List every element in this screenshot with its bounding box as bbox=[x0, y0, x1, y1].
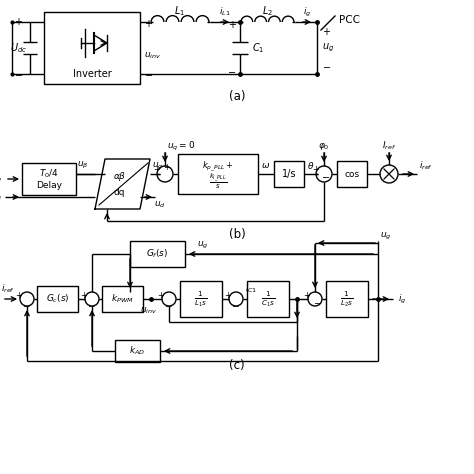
Text: (b): (b) bbox=[228, 228, 246, 240]
Bar bbox=[102, 286, 143, 312]
Text: +: + bbox=[224, 291, 231, 300]
Text: +: + bbox=[153, 164, 160, 173]
Text: $u_g$: $u_g$ bbox=[322, 42, 334, 54]
Text: dq: dq bbox=[114, 188, 125, 197]
Text: +: + bbox=[164, 163, 171, 172]
Text: $u_g$: $u_g$ bbox=[197, 239, 209, 251]
Text: $\frac{1}{C_1 s}$: $\frac{1}{C_1 s}$ bbox=[261, 289, 275, 309]
Text: $-$: $-$ bbox=[313, 298, 321, 307]
Text: $\frac{k_{i\_PLL}}{s}$: $\frac{k_{i\_PLL}}{s}$ bbox=[209, 171, 227, 191]
Text: $u_g$: $u_g$ bbox=[380, 230, 392, 242]
Text: $G_c(s)$: $G_c(s)$ bbox=[46, 293, 69, 305]
Text: +: + bbox=[144, 19, 152, 29]
Text: $-$: $-$ bbox=[144, 69, 153, 79]
Text: +: + bbox=[312, 164, 319, 173]
Text: Delay: Delay bbox=[36, 181, 62, 190]
Bar bbox=[337, 161, 367, 187]
Text: $u_{inv}$: $u_{inv}$ bbox=[144, 51, 161, 61]
Text: $u_q$: $u_q$ bbox=[152, 161, 164, 172]
Text: $i_{ref}$: $i_{ref}$ bbox=[419, 160, 433, 172]
Text: $i_g$: $i_g$ bbox=[398, 292, 406, 306]
Text: $U_{dc}$: $U_{dc}$ bbox=[10, 41, 27, 55]
Bar bbox=[274, 161, 304, 187]
Text: $u_\beta$: $u_\beta$ bbox=[77, 159, 89, 171]
Text: $-$: $-$ bbox=[231, 301, 239, 310]
Text: $k_{p\_PLL}+$: $k_{p\_PLL}+$ bbox=[202, 160, 234, 174]
Text: +: + bbox=[228, 20, 236, 30]
Text: $\frac{1}{L_2 s}$: $\frac{1}{L_2 s}$ bbox=[340, 289, 354, 309]
Text: $\alpha\beta$: $\alpha\beta$ bbox=[113, 170, 126, 182]
Text: $C_1$: $C_1$ bbox=[252, 41, 264, 55]
Text: $-$: $-$ bbox=[322, 61, 331, 71]
Text: $L_1$: $L_1$ bbox=[174, 4, 185, 18]
Text: $u_g$: $u_g$ bbox=[0, 173, 3, 184]
Text: Inverter: Inverter bbox=[73, 69, 111, 79]
Bar bbox=[180, 281, 222, 317]
Text: $\frac{1}{L_1 s}$: $\frac{1}{L_1 s}$ bbox=[194, 289, 208, 309]
Text: +: + bbox=[14, 17, 22, 27]
Bar bbox=[178, 154, 258, 194]
Text: $-$: $-$ bbox=[164, 301, 173, 310]
Text: $G_f(s)$: $G_f(s)$ bbox=[146, 248, 169, 260]
Text: PCC: PCC bbox=[339, 15, 360, 25]
Text: +: + bbox=[303, 291, 310, 300]
Text: $\theta$: $\theta$ bbox=[307, 159, 315, 171]
Text: (c): (c) bbox=[229, 359, 245, 373]
Text: $-$: $-$ bbox=[321, 171, 330, 181]
Text: $I_{ref}$: $I_{ref}$ bbox=[382, 140, 396, 152]
Text: $i_g$: $i_g$ bbox=[303, 5, 311, 18]
Text: $\omega$: $\omega$ bbox=[262, 161, 271, 170]
Text: $\varphi_0$: $\varphi_0$ bbox=[318, 140, 330, 152]
Bar bbox=[37, 286, 78, 312]
Text: +: + bbox=[15, 291, 22, 300]
Text: cos: cos bbox=[345, 170, 360, 179]
Bar bbox=[115, 340, 160, 362]
Text: $u_{inv}$: $u_{inv}$ bbox=[140, 306, 158, 316]
Bar bbox=[247, 281, 289, 317]
Text: $-$: $-$ bbox=[22, 301, 30, 310]
Text: $-$: $-$ bbox=[14, 69, 23, 79]
Text: $i_{L1}$: $i_{L1}$ bbox=[219, 6, 231, 18]
Text: $u_d$: $u_d$ bbox=[154, 200, 166, 210]
Bar bbox=[130, 241, 185, 267]
Text: $i_{C1}$: $i_{C1}$ bbox=[245, 283, 257, 295]
Bar bbox=[22, 163, 76, 195]
Text: $k_{AD}$: $k_{AD}$ bbox=[129, 345, 146, 357]
Bar bbox=[326, 281, 368, 317]
Text: +: + bbox=[157, 291, 164, 300]
Text: $i_{ref}$: $i_{ref}$ bbox=[1, 283, 15, 295]
Text: $-$: $-$ bbox=[228, 66, 237, 76]
Text: $-$: $-$ bbox=[87, 301, 95, 310]
Text: $k_{PWM}$: $k_{PWM}$ bbox=[111, 293, 134, 305]
Text: (a): (a) bbox=[229, 90, 245, 102]
Bar bbox=[44, 12, 140, 84]
Text: 1/s: 1/s bbox=[282, 169, 296, 179]
Text: $u_\alpha$: $u_\alpha$ bbox=[0, 192, 3, 202]
Text: +: + bbox=[322, 27, 330, 37]
Text: +: + bbox=[80, 291, 87, 300]
Text: $L_2$: $L_2$ bbox=[262, 4, 273, 18]
Text: $u_q=0$: $u_q=0$ bbox=[167, 139, 195, 153]
Text: $T_0/4$: $T_0/4$ bbox=[39, 168, 59, 180]
